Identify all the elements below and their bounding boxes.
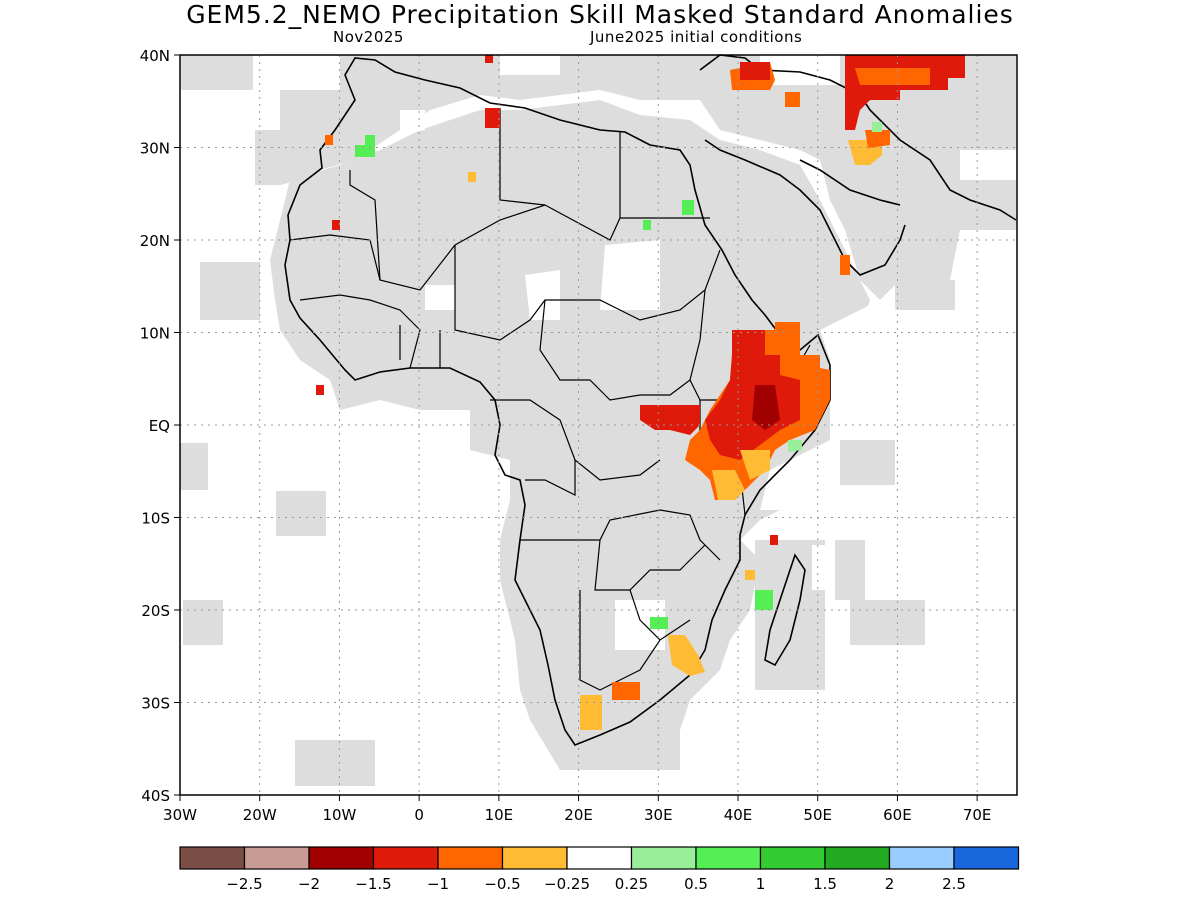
y-tick-label: 40S [141, 787, 170, 805]
legend-swatch [437, 846, 504, 870]
x-tick-label: 10W [322, 806, 356, 824]
x-tick-label: 60E [883, 806, 912, 824]
anomaly-patches [316, 55, 965, 730]
y-tick-label: 10S [141, 510, 170, 528]
y-tick-label: 40N [140, 47, 170, 65]
legend-label: 1 [756, 875, 766, 893]
legend-label: 2 [885, 875, 895, 893]
legend-label: 0.25 [615, 875, 648, 893]
y-tick-label: 20N [140, 232, 170, 250]
legend-swatch [759, 846, 826, 870]
legend-swatch [888, 846, 955, 870]
legend-label: −0.5 [484, 875, 520, 893]
y-tick-label: 10N [140, 325, 170, 343]
legend-swatch [953, 846, 1020, 870]
y-tick-label: EQ [149, 417, 170, 435]
legend-label: −1.5 [355, 875, 391, 893]
legend-swatch [179, 846, 246, 870]
x-tick-label: 50E [803, 806, 832, 824]
legend-label: −0.25 [544, 875, 590, 893]
x-tick-label: 20W [243, 806, 277, 824]
country-borders [289, 108, 811, 691]
legend-swatch [695, 846, 762, 870]
x-tick-label: 40E [724, 806, 753, 824]
legend-swatch [372, 846, 439, 870]
init-conditions: June2025 initial conditions [590, 28, 803, 46]
legend-swatch [630, 846, 697, 870]
map-title: GEM5.2_NEMO Precipitation Skill Masked S… [186, 0, 1014, 29]
grid-lines [180, 55, 1017, 795]
legend-swatch [824, 846, 891, 870]
legend-swatch [501, 846, 568, 870]
x-tick-label: 30E [644, 806, 673, 824]
valid-month: Nov2025 [333, 28, 404, 46]
unmasked-areas [400, 110, 900, 650]
legend-label: −2 [298, 875, 320, 893]
x-tick-label: 70E [963, 806, 992, 824]
legend-swatch [308, 846, 375, 870]
x-tick-label: 20E [564, 806, 593, 824]
y-tick-label: 30S [141, 695, 170, 713]
legend-swatch [243, 846, 310, 870]
legend-label: 1.5 [813, 875, 837, 893]
legend-label: 0.5 [684, 875, 708, 893]
y-tick-label: 20S [141, 602, 170, 620]
axis-ticks: 30W 20W 10W 0 10E 20E 30E 40E 50E 60E 70E 40N 30N 20N… [140, 47, 992, 824]
x-tick-label: 10E [485, 806, 514, 824]
legend-label: 2.5 [942, 875, 966, 893]
legend-label: −1 [427, 875, 449, 893]
y-tick-label: 30N [140, 140, 170, 158]
legend-label: −2.5 [226, 875, 262, 893]
x-tick-label: 30W [163, 806, 197, 824]
legend-swatch [566, 846, 633, 870]
x-tick-label: 0 [414, 806, 424, 824]
